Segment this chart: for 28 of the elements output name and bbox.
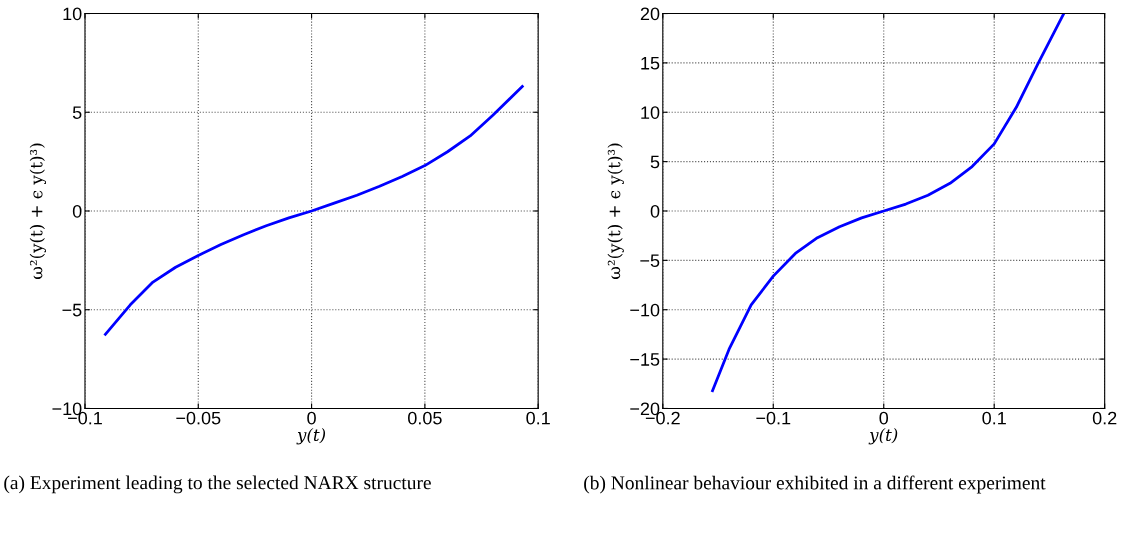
x-tick-label: 0 [879, 411, 889, 425]
y-axis-title: ω²(y(t) + ϵ y(t)³) [29, 143, 47, 279]
x-tick-label: −0.1 [756, 411, 791, 425]
y-tick-label: −5 [62, 303, 82, 317]
y-tick-label: −5 [640, 254, 660, 268]
y-tick-label: −10 [630, 303, 660, 317]
x-tick-label: 0.2 [1092, 411, 1117, 425]
y-tick-label: 5 [650, 155, 660, 169]
y-tick-label: 10 [63, 7, 82, 21]
x-tick-label: −0.05 [176, 411, 221, 425]
y-tick-label: −15 [630, 353, 660, 366]
x-axis-title: y(t) [296, 428, 326, 445]
line-series [103, 85, 524, 336]
text: (b) Nonlinear behaviour exhibited in a different experiment [584, 475, 1046, 494]
text: (a) Experiment leading to the selected NARX structure [4, 475, 431, 494]
y-tick-label: 15 [641, 57, 660, 70]
y-tick-label: 20 [640, 7, 660, 21]
x-tick-label: 0 [307, 411, 316, 425]
x-tick-label: 0.1 [526, 411, 550, 425]
y-tick-label: 0 [72, 204, 82, 218]
line-series [711, 13, 1066, 393]
y-axis-title: ω²(y(t) + ϵ y(t)³) [607, 143, 624, 279]
x-tick-label: 0.05 [408, 411, 442, 425]
y-tick-label: 5 [72, 106, 82, 119]
x-tick-label: 0.1 [982, 411, 1006, 425]
x-axis-title: y(t) [868, 428, 898, 445]
y-tick-label: 0 [650, 204, 660, 218]
y-tick-label: 10 [641, 106, 660, 119]
